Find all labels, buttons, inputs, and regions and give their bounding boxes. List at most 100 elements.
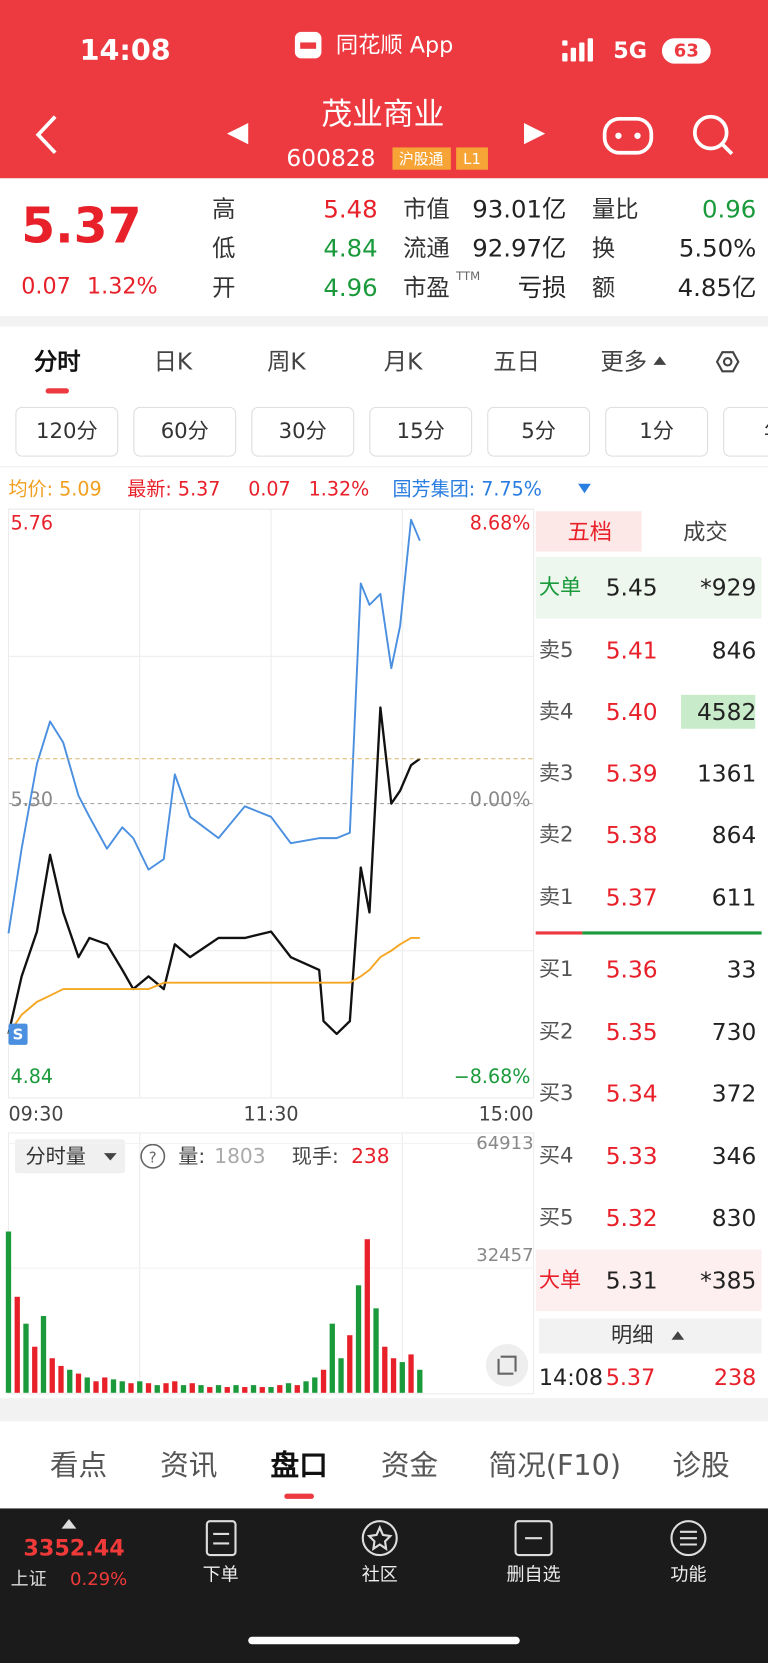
chart-tab[interactable]: 周K (267, 348, 306, 376)
y-tick-label: 5.30 (11, 788, 53, 811)
bottom-tab[interactable]: 资金 (381, 1448, 438, 1482)
stock-badge: L1 (463, 150, 481, 168)
dropdown-arrow (103, 1153, 117, 1161)
volume-bar (32, 1346, 38, 1393)
volume-label: 量: (178, 1144, 205, 1168)
period-button[interactable] (251, 406, 355, 457)
prev-stock[interactable] (227, 123, 249, 145)
volume-selector[interactable] (14, 1139, 126, 1174)
price-change-pct: 1.32% (87, 273, 158, 299)
volume-bar (294, 1385, 300, 1393)
detail-header[interactable]: 明细 (611, 1323, 653, 1348)
book-label: 买4 (539, 1144, 574, 1169)
bottom-tab[interactable]: 诊股 (673, 1448, 730, 1482)
settings-dot (722, 356, 733, 367)
volume-bar (154, 1385, 160, 1393)
stat-value: 92.97亿 (472, 234, 566, 263)
nav-item[interactable]: 社区 (362, 1565, 398, 1586)
bottom-tab[interactable]: 盘口 (271, 1448, 328, 1482)
book-price: 5.32 (606, 1204, 658, 1232)
index-value[interactable]: 3352.44 (23, 1536, 124, 1562)
search-handle (721, 142, 734, 156)
chart-tab[interactable]: 日K (154, 348, 193, 376)
volume-bar (207, 1387, 213, 1393)
volume-bar (259, 1387, 265, 1393)
big-order-bg (535, 1249, 762, 1312)
status-network: 5G (613, 38, 647, 64)
chart-tab[interactable]: 五日 (493, 348, 540, 376)
chart-tab[interactable]: 分时 (34, 348, 81, 376)
book-volume: 33 (727, 956, 757, 984)
x-tick-label: 15:00 (479, 1102, 534, 1125)
volume-bar (119, 1381, 125, 1393)
y-tick-label: 4.84 (11, 1065, 53, 1088)
bottom-tab[interactable]: 资讯 (160, 1448, 217, 1482)
bottom-tab[interactable]: 看点 (50, 1448, 107, 1482)
marker-badge (8, 1023, 28, 1045)
orderbook-tab[interactable]: 五档 (568, 520, 613, 546)
volume-bar (338, 1358, 344, 1393)
period-label: 120分 (36, 419, 98, 444)
volume-bar (172, 1381, 178, 1393)
book-volume: 611 (712, 883, 757, 911)
help-button[interactable] (140, 1143, 166, 1169)
compare-dropdown[interactable] (578, 483, 591, 494)
volume-bar (189, 1383, 195, 1393)
period-button[interactable] (723, 406, 768, 457)
volume-bar (163, 1383, 169, 1393)
chart-tab[interactable]: 更多 (600, 348, 647, 376)
info-text: 均价: 5.09 (8, 478, 101, 501)
signal-icon (562, 38, 593, 62)
orderbook-tab-active (535, 511, 642, 552)
nav-item[interactable]: 删自选 (507, 1565, 561, 1586)
volume-bar (180, 1385, 187, 1393)
home-indicator (248, 1636, 520, 1645)
book-price: 5.39 (606, 759, 658, 787)
stat-value: 93.01亿 (472, 194, 566, 223)
app-icon-mark (300, 42, 317, 49)
stat-label: 市盈 (403, 273, 450, 301)
back-button[interactable] (35, 115, 57, 155)
stat-value: 4.96 (323, 273, 377, 302)
chart-tab[interactable]: 月K (384, 348, 423, 376)
period-button[interactable] (133, 406, 237, 457)
volume-bar (128, 1383, 134, 1393)
nav-item[interactable]: 功能 (670, 1565, 706, 1586)
period-button[interactable] (605, 406, 709, 457)
period-button[interactable] (15, 406, 119, 457)
next-stock[interactable] (524, 123, 546, 145)
expand-button[interactable] (485, 1344, 529, 1387)
orderbook-tab[interactable]: 成交 (683, 520, 728, 546)
volume-bar (224, 1387, 230, 1393)
volume-bar (198, 1385, 204, 1393)
period-label: 5分 (521, 419, 556, 444)
volume-bar (382, 1346, 388, 1393)
book-volume: 4582 (697, 698, 756, 726)
volume-bar (40, 1316, 47, 1393)
volume-bar (58, 1365, 64, 1393)
volume-selector-label[interactable]: 分时量 (25, 1144, 85, 1168)
settings-button[interactable] (715, 351, 740, 373)
volume-bar (250, 1385, 257, 1393)
stat-value: 5.50% (679, 234, 756, 263)
robot-button[interactable] (602, 116, 654, 155)
nav-item[interactable]: 下单 (203, 1565, 239, 1586)
price-line (7, 518, 421, 934)
search-button[interactable] (692, 114, 729, 151)
book-label: 卖3 (539, 761, 574, 786)
info-text: 1.32% (309, 478, 370, 501)
book-volume: 372 (712, 1080, 757, 1108)
volume-bar (408, 1354, 414, 1393)
period-button[interactable] (487, 406, 591, 457)
volume-bar (277, 1385, 283, 1393)
period-button[interactable] (369, 406, 473, 457)
x-tick-label: 11:30 (244, 1102, 299, 1125)
volume-bar (14, 1296, 20, 1393)
volume-bar (285, 1383, 292, 1393)
book-divider (535, 931, 583, 935)
bottom-tab[interactable]: 简况(F10) (489, 1448, 621, 1482)
status-app: 同花顺 App (336, 33, 453, 59)
volume-bar (233, 1385, 239, 1393)
book-price: 5.41 (606, 636, 658, 664)
